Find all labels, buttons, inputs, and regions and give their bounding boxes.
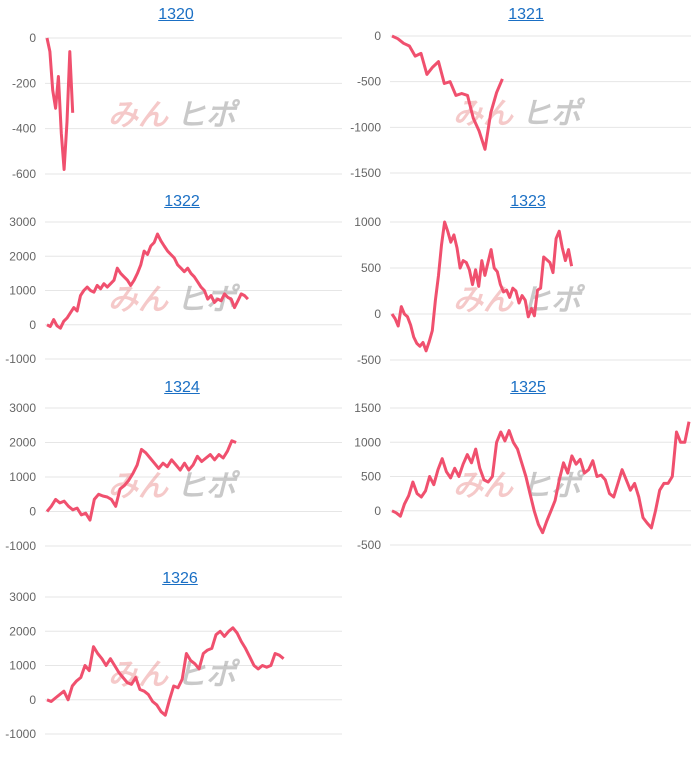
line-chart: 1500 1000 500 0 -500 みん ヒポ [354, 401, 691, 552]
series-line [391, 34, 504, 151]
watermark-logo: みん ヒポ [108, 98, 241, 133]
line-chart: 3000 2000 1000 0 -1000 みん ヒポ [5, 401, 342, 553]
y-tick-label: -500 [357, 353, 381, 367]
watermark-logo: みん ヒポ [108, 469, 241, 504]
chart-title-link[interactable]: 1324 [164, 379, 200, 396]
line-chart: 0 -200 -400 -600 みん ヒポ [12, 31, 342, 181]
y-tick-label: 0 [374, 29, 381, 43]
y-tick-label: 3000 [9, 401, 36, 415]
y-tick-label: 0 [374, 504, 381, 518]
y-tick-label: 3000 [9, 215, 36, 229]
chart-title-link[interactable]: 1320 [158, 6, 194, 23]
line-chart: 0 -500 -1000 -1500 みん ヒポ [350, 29, 691, 180]
y-tick-label: 1500 [354, 401, 381, 415]
chart-title-link[interactable]: 1326 [162, 570, 198, 587]
y-tick-label: 1000 [9, 284, 36, 298]
watermark-logo: みん ヒポ [453, 468, 586, 503]
chart-title-link[interactable]: 1321 [508, 6, 544, 23]
chart-panel-1325: 1325 1500 1000 500 0 -500 みん ヒポ [350, 379, 700, 569]
y-tick-label: -500 [357, 75, 381, 89]
y-tick-label: 2000 [9, 436, 36, 450]
y-tick-label: -500 [357, 538, 381, 552]
chart-panel-1323: 1323 1000 500 0 -500 みん ヒポ [350, 193, 700, 383]
y-tick-label: 1000 [9, 470, 36, 484]
y-tick-label: 0 [29, 505, 36, 519]
y-tick-label: -1000 [5, 539, 36, 553]
y-tick-label: 500 [361, 261, 381, 275]
y-tick-label: 0 [374, 307, 381, 321]
series-line [391, 421, 691, 535]
y-tick-label: 0 [29, 31, 36, 45]
y-tick-label: 3000 [9, 590, 36, 604]
y-tick-label: -400 [12, 122, 36, 136]
chart-title-link[interactable]: 1323 [510, 193, 546, 210]
y-tick-label: -200 [12, 76, 36, 90]
y-tick-label: -1500 [350, 166, 381, 180]
y-tick-label: -1000 [350, 120, 381, 134]
watermark-logo: みん ヒポ [453, 96, 586, 131]
y-tick-label: 0 [29, 318, 36, 332]
chart-panel-1320: 1320 0 -200 -400 -600 みん ヒポ [0, 6, 350, 196]
chart-panel-1322: 1322 3000 2000 1000 0 -1000 みん ヒポ [0, 193, 350, 383]
series-line [46, 626, 285, 717]
y-tick-label: -600 [12, 167, 36, 181]
chart-panel-1326: 1326 3000 2000 1000 0 -1000 みん ヒポ [0, 570, 350, 760]
y-tick-label: 1000 [9, 659, 36, 673]
y-tick-label: -1000 [5, 352, 36, 366]
y-tick-label: 1000 [354, 435, 381, 449]
chart-panel-1324: 1324 3000 2000 1000 0 -1000 みん ヒポ [0, 379, 350, 569]
y-tick-label: 1000 [354, 215, 381, 229]
chart-title-link[interactable]: 1322 [164, 193, 200, 210]
chart-title-link[interactable]: 1325 [510, 379, 546, 396]
y-tick-label: 2000 [9, 624, 36, 638]
y-tick-label: 2000 [9, 249, 36, 263]
y-tick-label: 0 [29, 693, 36, 707]
chart-panel-1321: 1321 0 -500 -1000 -1500 みん ヒポ [350, 6, 700, 196]
series-line [45, 439, 237, 522]
series-line [390, 220, 574, 353]
y-tick-label: 500 [361, 470, 381, 484]
series-line [46, 232, 249, 330]
y-tick-label: -1000 [5, 727, 36, 741]
series-line [45, 37, 75, 171]
